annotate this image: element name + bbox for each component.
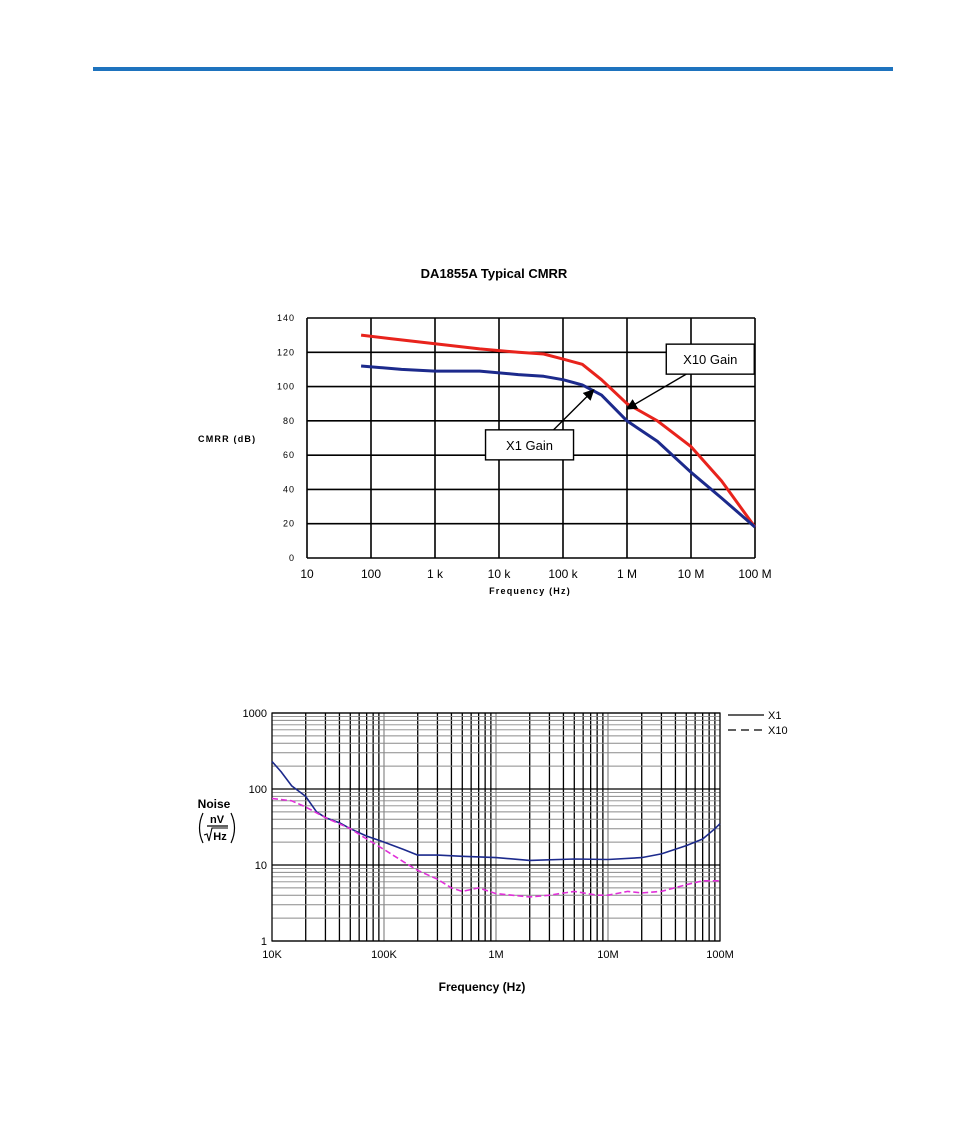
noise-series-x10 <box>271 797 720 898</box>
noise-x-axis-label: Frequency (Hz) <box>439 980 526 994</box>
noise-x-tick-label: 100M <box>706 949 734 961</box>
noise-unit-numerator: nV <box>210 814 225 826</box>
annotation-box <box>484 429 575 461</box>
legend-label-x10: X10 <box>768 725 788 737</box>
noise-x-tick-label: 1M <box>488 949 503 961</box>
cmrr-x-axis-label: Frequency (Hz) <box>489 586 571 596</box>
noise-unit-denominator: Hz <box>213 831 227 843</box>
annotation-label: X10 Gain <box>683 352 737 367</box>
cmrr-y-tick-label: 120 <box>277 347 295 357</box>
header-rule <box>93 67 893 71</box>
cmrr-x-tick-label: 1 k <box>427 567 444 581</box>
annotation-arrow <box>553 389 595 431</box>
annotation-box <box>665 343 755 375</box>
noise-y-label-text: Noise <box>198 797 231 811</box>
cmrr-y-tick-label: 140 <box>277 313 295 323</box>
legend-label-x1: X1 <box>768 710 781 722</box>
cmrr-series-x1-gain <box>360 364 756 529</box>
sqrt-icon <box>203 827 228 842</box>
noise-x-tick-labels: 10K 100K 1M 10M 100M <box>262 949 734 961</box>
noise-y-axis-label: Noise nV Hz <box>198 797 236 844</box>
cmrr-y-axis-label: CMRR (dB) <box>198 434 256 444</box>
cmrr-y-tick-label: 0 <box>289 553 295 563</box>
noise-series-lines <box>271 760 721 898</box>
noise-gridlines <box>271 712 721 942</box>
noise-y-tick-label: 1 <box>261 936 267 948</box>
noise-y-tick-label: 100 <box>249 784 267 796</box>
cmrr-gridlines <box>306 317 756 559</box>
noise-y-tick-labels: 1 10 100 1000 <box>243 708 267 948</box>
annotation-arrow <box>625 373 687 410</box>
cmrr-y-tick-label: 60 <box>283 450 295 460</box>
right-paren-icon <box>230 812 236 844</box>
cmrr-x-tick-label: 10 <box>300 567 314 581</box>
noise-y-tick-label: 10 <box>255 860 267 872</box>
cmrr-y-tick-labels: 0 20 40 60 80 100 120 140 <box>277 313 295 563</box>
cmrr-x-tick-label: 1 M <box>617 567 637 581</box>
cmrr-x-tick-label: 10 M <box>678 567 705 581</box>
noise-series-x1 <box>271 760 721 862</box>
annotation-label: X1 Gain <box>506 438 553 453</box>
cmrr-x-tick-label: 100 k <box>548 567 578 581</box>
cmrr-series-x10-gain <box>360 333 757 528</box>
cmrr-y-tick-label: 80 <box>283 416 295 426</box>
left-paren-icon <box>198 812 204 844</box>
noise-y-tick-label: 1000 <box>243 708 267 720</box>
noise-x-tick-label: 100K <box>371 949 397 961</box>
cmrr-chart: DA1855A Typical CMRR 020406080100120140 … <box>198 266 772 596</box>
cmrr-y-tick-label: 20 <box>283 519 295 529</box>
noise-x-tick-label: 10K <box>262 949 282 961</box>
noise-plot-border <box>271 712 721 942</box>
cmrr-x-tick-label: 10 k <box>488 567 512 581</box>
cmrr-chart-title: DA1855A Typical CMRR <box>421 266 568 281</box>
cmrr-x-tick-labels: 10 100 1 k 10 k 100 k 1 M 10 M 100 M <box>300 567 771 581</box>
noise-x-tick-label: 10M <box>597 949 618 961</box>
cmrr-annotations: X10 Gain X1 Gain <box>484 343 755 461</box>
cmrr-x-tick-label: 100 <box>361 567 381 581</box>
cmrr-x-tick-label: 100 M <box>738 567 771 581</box>
cmrr-series-lines <box>360 333 757 529</box>
cmrr-y-tick-label: 100 <box>277 382 295 392</box>
cmrr-y-tick-label: 40 <box>283 484 295 494</box>
